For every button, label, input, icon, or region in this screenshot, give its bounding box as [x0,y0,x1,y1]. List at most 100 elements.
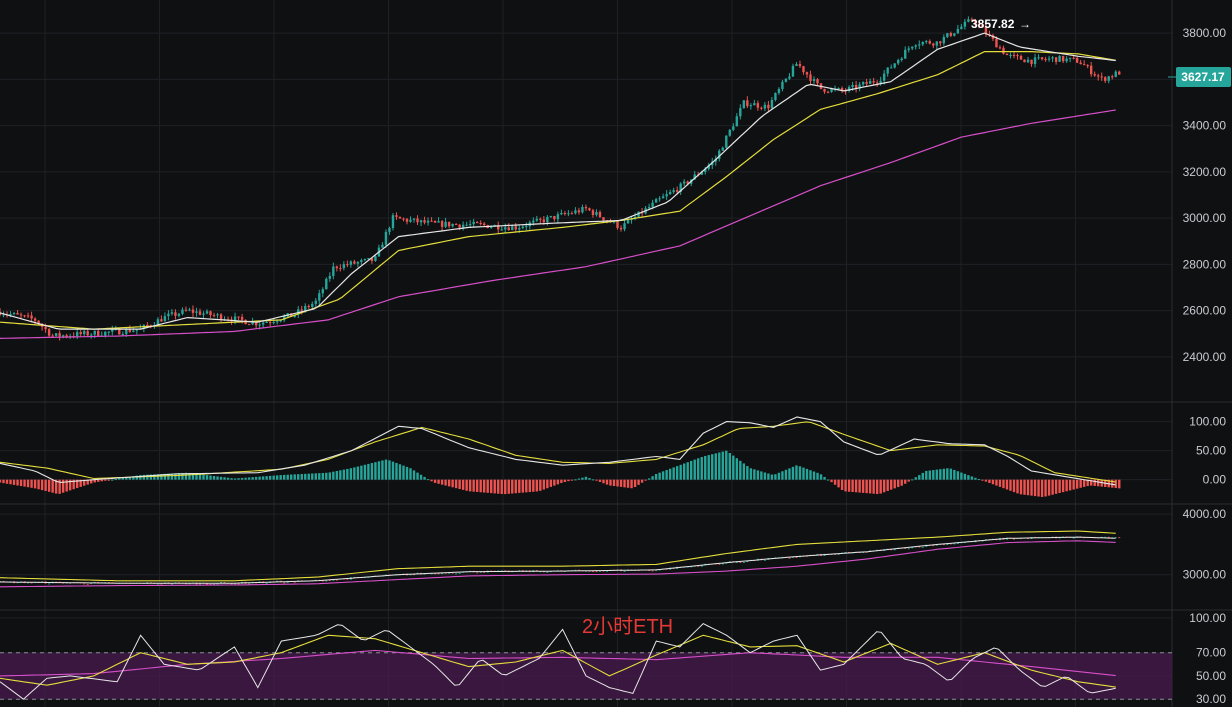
last-price-label: 3627.17 [1181,70,1225,84]
candle [1093,71,1096,77]
candle-body [1002,47,1005,54]
macd-histogram-bar [956,471,960,480]
boll-candle [956,542,959,544]
macd-histogram-bar [826,479,830,481]
macd-histogram-bar [528,479,532,493]
macd-histogram-bar [297,474,300,480]
candle-body [854,84,858,89]
candle-body [707,165,710,169]
candle-body [879,80,882,83]
candle [1061,55,1065,64]
boll-candle [791,556,794,558]
macd-histogram-bar [953,469,956,480]
candlestick-panel[interactable] [0,16,1121,341]
boll-candle [648,569,651,571]
candle [342,261,346,271]
macd-histogram-bar [335,470,339,480]
macd-histogram-bar [300,474,303,480]
boll-candle [655,570,658,572]
macd-histogram-bar [419,474,423,480]
candle-body [265,321,268,323]
candle-body [704,168,707,172]
macd-histogram-bar [770,474,774,480]
candle [90,332,93,339]
macd-histogram-bar [293,474,296,480]
macd-histogram-bar [1012,479,1016,493]
candle-body [1037,57,1040,59]
boll-candle [700,565,703,567]
candle-body [682,181,686,184]
candle-body [1097,75,1100,77]
candle [560,209,563,216]
candle [1072,55,1075,60]
candle [419,219,423,227]
macd-histogram-bar [925,470,928,480]
candle-body [181,309,184,314]
macd-histogram-bar [226,477,230,480]
candle [616,220,619,230]
macd-histogram-bar [237,478,240,480]
candle-body [19,314,23,316]
candle-body [472,221,475,225]
candle-body [118,328,121,335]
macd-histogram-bar [777,472,781,480]
macd-histogram-bar [54,479,58,494]
boll-panel[interactable] [0,530,1121,588]
candle [525,222,528,231]
macd-histogram-bar [739,460,742,480]
macd-histogram-bar [132,476,135,480]
candle [135,329,139,335]
macd-histogram-bar [1047,479,1051,496]
candle-body [1072,57,1075,59]
rsi-fast-line [0,622,1116,700]
boll-candle [500,570,503,572]
macd-histogram-bar [100,479,103,482]
macd-histogram-bar [461,479,465,490]
macd-histogram-bar [763,472,767,480]
candle-body [1019,55,1023,60]
candle-body [542,219,546,223]
macd-histogram-bar [1097,479,1100,487]
candle-body [1044,59,1047,61]
boll-candle [479,571,482,573]
boll-candle [437,573,440,575]
macd-histogram-bar [412,470,416,480]
candle [742,100,746,109]
candle-body [889,67,893,69]
boll-candle [160,583,163,585]
macd-histogram-bar [998,479,1002,487]
candle-body [465,224,468,226]
candle [346,260,349,268]
candle-body [37,320,40,325]
candle [437,217,440,223]
macd-histogram-bar [865,479,868,494]
candle-body [546,216,549,223]
macd-histogram-bar [875,479,879,495]
macd-histogram-bar [602,479,605,484]
candle-body [167,313,170,317]
macd-histogram-bar [68,479,72,491]
candle [47,327,51,338]
candle-body [532,220,535,223]
rsi-panel[interactable] [0,622,1172,700]
candle-body [595,211,598,216]
macd-histogram-bar [963,473,967,480]
macd-histogram-bar [86,479,89,485]
macd-histogram-bar [872,479,875,494]
candle [475,221,479,224]
macd-histogram-bar [247,477,251,480]
macd-histogram-bar [47,479,51,492]
macd-histogram-bar [83,479,86,486]
macd-histogram-bar [609,479,612,486]
macd-histogram-bar [184,472,188,480]
candle-body [1065,58,1068,62]
candle-body [9,313,12,315]
macd-histogram-bar [721,451,724,480]
candle-body [26,315,30,317]
candle [647,203,651,210]
macd-panel[interactable] [0,416,1121,497]
macd-histogram-bar [577,478,581,480]
candle [272,318,275,325]
macd-histogram-bar [2,479,5,484]
